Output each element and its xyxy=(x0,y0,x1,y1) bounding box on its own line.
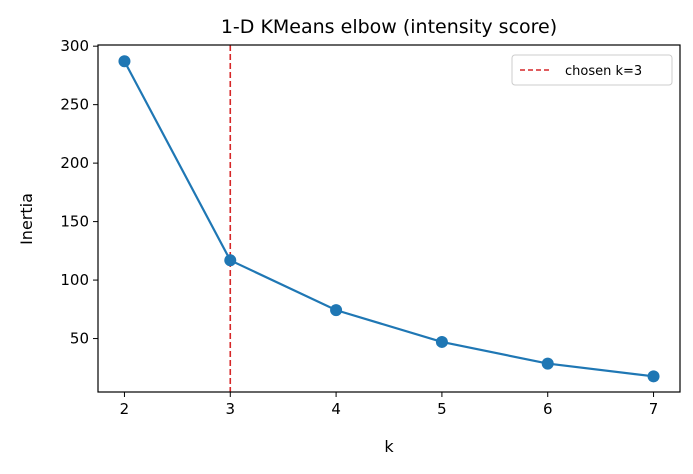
y-tick-label: 150 xyxy=(60,213,89,231)
plot-frame xyxy=(97,44,681,393)
series-line xyxy=(123,60,654,378)
data-point xyxy=(647,370,660,383)
x-axis-label: k xyxy=(384,437,394,456)
y-tick-label: 200 xyxy=(60,154,89,172)
y-tick-label: 50 xyxy=(70,330,89,348)
x-tick-label: 7 xyxy=(649,400,659,418)
y-tick-label: 300 xyxy=(60,37,89,55)
x-tick-label: 5 xyxy=(437,400,447,418)
legend-box xyxy=(511,54,673,86)
data-point xyxy=(541,357,554,370)
data-point xyxy=(330,304,343,317)
legend-label: chosen k=3 xyxy=(565,64,642,79)
legend: chosen k=3 xyxy=(511,54,673,86)
y-tick-label: 100 xyxy=(60,271,89,289)
y-tick-label: 250 xyxy=(60,96,89,114)
y-axis-label: Inertia xyxy=(17,193,36,245)
x-tick-label: 2 xyxy=(120,400,130,418)
x-tick-label: 3 xyxy=(225,400,235,418)
x-tick-label: 6 xyxy=(543,400,553,418)
x-tick-label: 4 xyxy=(331,400,341,418)
data-point xyxy=(118,55,131,68)
data-point xyxy=(435,335,448,348)
data-point xyxy=(224,254,237,267)
chart-title: 1-D KMeans elbow (intensity score) xyxy=(221,16,557,38)
